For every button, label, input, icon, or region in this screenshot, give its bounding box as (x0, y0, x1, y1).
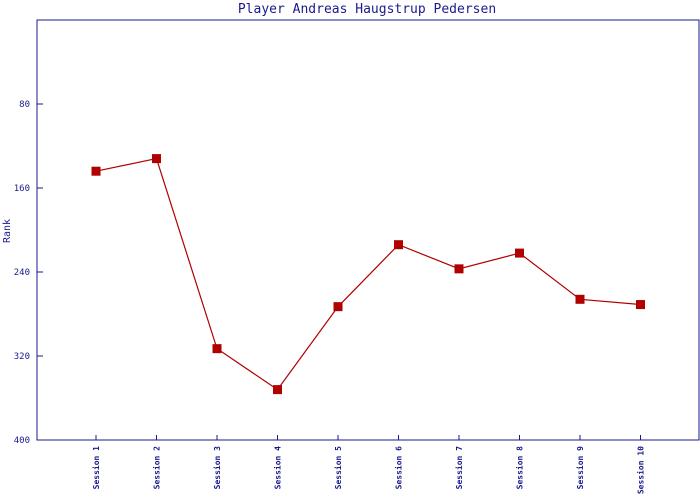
data-point-marker (91, 166, 101, 176)
x-tick-label: Session 8 (515, 446, 525, 490)
x-tick-label: Session 7 (454, 446, 464, 490)
data-point-marker (333, 302, 343, 312)
x-tick-label: Session 4 (273, 446, 283, 490)
x-axis-ticks: Session 1 Session 2 Session 3 Session 4 Sess… (91, 435, 646, 494)
data-point-marker (394, 240, 403, 250)
data-point-marker (273, 385, 282, 395)
y-tick-label: 160 (14, 184, 30, 194)
y-tick-label: 80 (19, 100, 30, 110)
x-tick-label: Session 6 (394, 446, 404, 490)
y-tick-label: 240 (14, 268, 30, 278)
y-tick-label: 400 (14, 436, 30, 446)
data-point-marker (515, 248, 524, 258)
data-point-marker (636, 300, 645, 310)
data-point-marker (212, 344, 222, 354)
data-point-marker (575, 294, 585, 304)
y-axis-label: Rank (2, 219, 13, 243)
x-tick-label: Session 10 (636, 446, 646, 494)
plot-frame (36, 19, 700, 441)
x-tick-label: Session 1 (91, 446, 101, 490)
series-line (95, 157, 641, 391)
series-layer (91, 154, 645, 395)
x-tick-label: Session 9 (575, 446, 585, 490)
x-tick-label: Session 3 (212, 446, 222, 490)
x-tick-label: Session 2 (152, 446, 162, 490)
x-tick-label: Session 5 (333, 446, 343, 490)
y-tick-label: 320 (14, 352, 30, 362)
y-axis-ticks: 80 160 240 320 400 (14, 100, 43, 446)
data-point-marker (454, 264, 464, 274)
chart-title: Player Andreas Haugstrup Pedersen (238, 2, 496, 17)
data-point-marker (152, 154, 161, 164)
